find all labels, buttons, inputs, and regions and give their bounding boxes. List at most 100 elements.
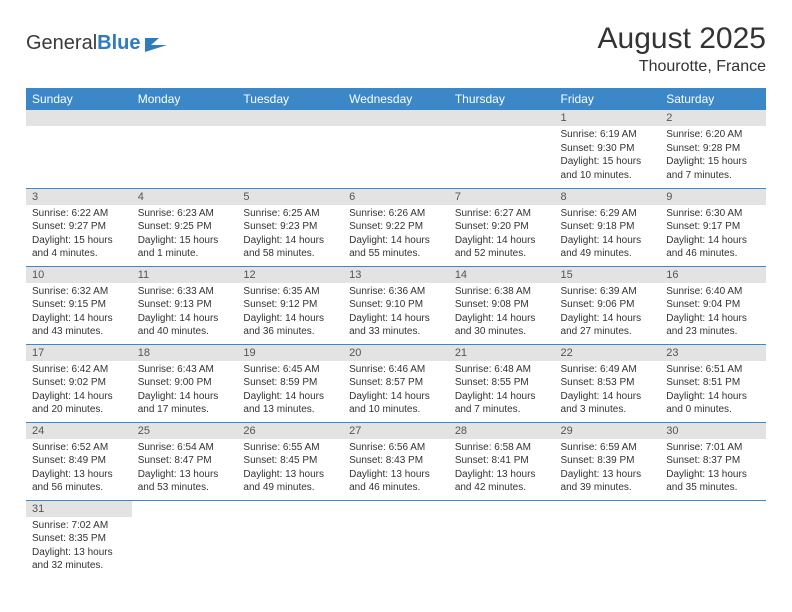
page-title: August 2025	[598, 22, 766, 56]
daylight-line: Daylight: 14 hours and 58 minutes.	[243, 234, 337, 261]
sunrise-line: Sunrise: 6:55 AM	[243, 441, 337, 455]
calendar-table: SundayMondayTuesdayWednesdayThursdayFrid…	[26, 88, 766, 578]
sunrise-line: Sunrise: 6:38 AM	[455, 285, 549, 299]
calendar-cell: 26Sunrise: 6:55 AMSunset: 8:45 PMDayligh…	[237, 422, 343, 500]
calendar-cell	[132, 110, 238, 188]
day-body: Sunrise: 6:20 AMSunset: 9:28 PMDaylight:…	[660, 126, 766, 186]
sunset-line: Sunset: 9:23 PM	[243, 220, 337, 234]
day-number: 18	[132, 345, 238, 361]
sunrise-line: Sunrise: 6:29 AM	[561, 207, 655, 221]
sunset-line: Sunset: 8:51 PM	[666, 376, 760, 390]
calendar-cell: 25Sunrise: 6:54 AMSunset: 8:47 PMDayligh…	[132, 422, 238, 500]
day-body: Sunrise: 6:26 AMSunset: 9:22 PMDaylight:…	[343, 205, 449, 265]
sunset-line: Sunset: 8:55 PM	[455, 376, 549, 390]
calendar-cell	[343, 110, 449, 188]
calendar-cell: 12Sunrise: 6:35 AMSunset: 9:12 PMDayligh…	[237, 266, 343, 344]
day-body: Sunrise: 6:23 AMSunset: 9:25 PMDaylight:…	[132, 205, 238, 265]
calendar-cell: 28Sunrise: 6:58 AMSunset: 8:41 PMDayligh…	[449, 422, 555, 500]
day-body: Sunrise: 6:56 AMSunset: 8:43 PMDaylight:…	[343, 439, 449, 499]
day-body: Sunrise: 6:33 AMSunset: 9:13 PMDaylight:…	[132, 283, 238, 343]
title-block: August 2025 Thourotte, France	[598, 22, 766, 76]
day-number: 12	[237, 267, 343, 283]
day-body: Sunrise: 6:43 AMSunset: 9:00 PMDaylight:…	[132, 361, 238, 421]
daylight-line: Daylight: 13 hours and 49 minutes.	[243, 468, 337, 495]
day-body: Sunrise: 6:54 AMSunset: 8:47 PMDaylight:…	[132, 439, 238, 499]
day-header: Saturday	[660, 88, 766, 110]
day-body: Sunrise: 6:36 AMSunset: 9:10 PMDaylight:…	[343, 283, 449, 343]
calendar-week: 10Sunrise: 6:32 AMSunset: 9:15 PMDayligh…	[26, 266, 766, 344]
calendar-cell: 14Sunrise: 6:38 AMSunset: 9:08 PMDayligh…	[449, 266, 555, 344]
daylight-line: Daylight: 14 hours and 20 minutes.	[32, 390, 126, 417]
day-header: Friday	[555, 88, 661, 110]
day-number: 3	[26, 189, 132, 205]
calendar-cell: 22Sunrise: 6:49 AMSunset: 8:53 PMDayligh…	[555, 344, 661, 422]
calendar-cell: 2Sunrise: 6:20 AMSunset: 9:28 PMDaylight…	[660, 110, 766, 188]
sunset-line: Sunset: 8:37 PM	[666, 454, 760, 468]
logo: GeneralBlue	[26, 32, 167, 55]
calendar-cell	[555, 500, 661, 578]
calendar-cell: 18Sunrise: 6:43 AMSunset: 9:00 PMDayligh…	[132, 344, 238, 422]
calendar-cell: 9Sunrise: 6:30 AMSunset: 9:17 PMDaylight…	[660, 188, 766, 266]
calendar-week: 3 Sunrise: 6:22 AMSunset: 9:27 PM Daylight…	[26, 188, 766, 266]
sunset-line: Sunset: 9:08 PM	[455, 298, 549, 312]
sunset-line: Sunset: 9:00 PM	[138, 376, 232, 390]
daylight-line: Daylight: 14 hours and 10 minutes.	[349, 390, 443, 417]
sunrise-line: Sunrise: 6:20 AM	[666, 128, 760, 142]
sunset-line: Sunset: 9:04 PM	[666, 298, 760, 312]
day-body: Sunrise: 6:38 AMSunset: 9:08 PMDaylight:…	[449, 283, 555, 343]
calendar-cell	[132, 500, 238, 578]
day-body: Sunrise: 6:49 AMSunset: 8:53 PMDaylight:…	[555, 361, 661, 421]
sunrise-line: Sunrise: 6:58 AM	[455, 441, 549, 455]
sunrise-line: Sunrise: 7:01 AM	[666, 441, 760, 455]
daylight-line: Daylight: 14 hours and 52 minutes.	[455, 234, 549, 261]
calendar-cell: 24Sunrise: 6:52 AMSunset: 8:49 PMDayligh…	[26, 422, 132, 500]
sunset-line: Sunset: 9:10 PM	[349, 298, 443, 312]
day-body: Sunrise: 6:40 AMSunset: 9:04 PMDaylight:…	[660, 283, 766, 343]
day-body: Sunrise: 6:58 AMSunset: 8:41 PMDaylight:…	[449, 439, 555, 499]
day-body: Sunrise: 6:46 AMSunset: 8:57 PMDaylight:…	[343, 361, 449, 421]
calendar-cell: 13Sunrise: 6:36 AMSunset: 9:10 PMDayligh…	[343, 266, 449, 344]
sunset-line: Sunset: 9:15 PM	[32, 298, 126, 312]
calendar-cell: 6Sunrise: 6:26 AMSunset: 9:22 PMDaylight…	[343, 188, 449, 266]
day-body: Sunrise: 6:35 AMSunset: 9:12 PMDaylight:…	[237, 283, 343, 343]
sunrise-line: Sunrise: 6:51 AM	[666, 363, 760, 377]
daylight-line: Daylight: 14 hours and 46 minutes.	[666, 234, 760, 261]
sunset-line: Sunset: 8:49 PM	[32, 454, 126, 468]
sunrise-line: Sunrise: 6:39 AM	[561, 285, 655, 299]
daylight-line: Daylight: 15 hours and 1 minute.	[138, 234, 232, 261]
sunrise-line: Sunrise: 6:22 AM	[32, 207, 126, 221]
day-number: 30	[660, 423, 766, 439]
calendar-head: SundayMondayTuesdayWednesdayThursdayFrid…	[26, 88, 766, 110]
day-body: Sunrise: 6:27 AMSunset: 9:20 PMDaylight:…	[449, 205, 555, 265]
day-number: 23	[660, 345, 766, 361]
calendar-cell: 3Sunrise: 6:22 AMSunset: 9:27 PMDaylight…	[26, 188, 132, 266]
sunrise-line: Sunrise: 6:26 AM	[349, 207, 443, 221]
daylight-line: Daylight: 15 hours and 10 minutes.	[561, 155, 655, 182]
sunrise-line: Sunrise: 6:36 AM	[349, 285, 443, 299]
day-number-empty	[343, 110, 449, 126]
daylight-line: Daylight: 14 hours and 13 minutes.	[243, 390, 337, 417]
sunset-line: Sunset: 9:18 PM	[561, 220, 655, 234]
calendar-cell: 1Sunrise: 6:19 AMSunset: 9:30 PMDaylight…	[555, 110, 661, 188]
daylight-line: Daylight: 15 hours and 7 minutes.	[666, 155, 760, 182]
day-number: 4	[132, 189, 238, 205]
daylight-line: Daylight: 14 hours and 40 minutes.	[138, 312, 232, 339]
sunrise-line: Sunrise: 6:42 AM	[32, 363, 126, 377]
day-header: Monday	[132, 88, 238, 110]
sunrise-line: Sunrise: 6:59 AM	[561, 441, 655, 455]
calendar-cell: 4Sunrise: 6:23 AMSunset: 9:25 PMDaylight…	[132, 188, 238, 266]
day-body: Sunrise: 6:32 AMSunset: 9:15 PMDaylight:…	[26, 283, 132, 343]
sunset-line: Sunset: 9:28 PM	[666, 142, 760, 156]
day-body: Sunrise: 6:59 AMSunset: 8:39 PMDaylight:…	[555, 439, 661, 499]
sunrise-line: Sunrise: 6:46 AM	[349, 363, 443, 377]
calendar-cell: 15Sunrise: 6:39 AMSunset: 9:06 PMDayligh…	[555, 266, 661, 344]
day-body: Sunrise: 6:39 AMSunset: 9:06 PMDaylight:…	[555, 283, 661, 343]
day-number: 15	[555, 267, 661, 283]
day-number: 27	[343, 423, 449, 439]
calendar-cell	[237, 500, 343, 578]
day-body: Sunrise: 7:01 AMSunset: 8:37 PMDaylight:…	[660, 439, 766, 499]
flag-icon	[145, 36, 167, 52]
sunset-line: Sunset: 9:27 PM	[32, 220, 126, 234]
day-body: Sunrise: 6:52 AMSunset: 8:49 PMDaylight:…	[26, 439, 132, 499]
sunset-line: Sunset: 9:02 PM	[32, 376, 126, 390]
